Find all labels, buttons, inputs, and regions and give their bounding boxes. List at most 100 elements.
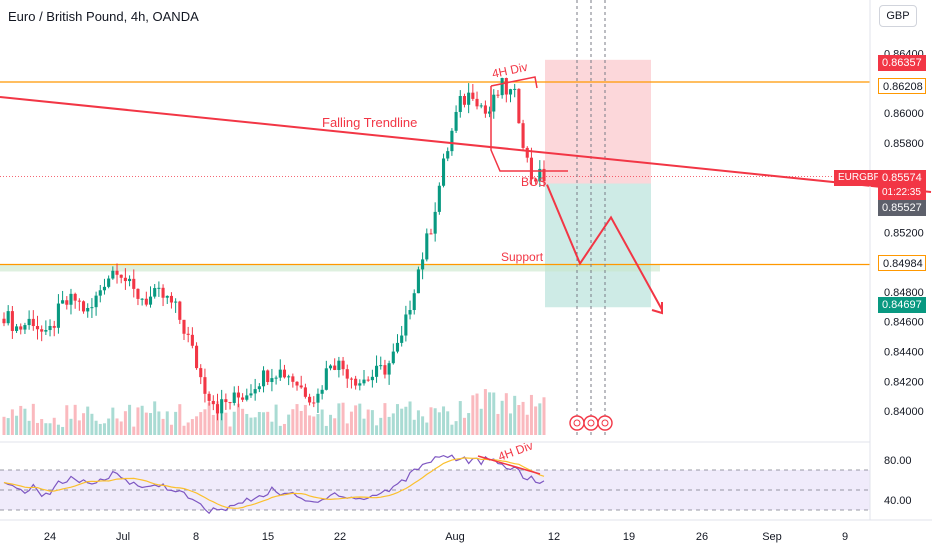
volume-bar — [82, 413, 86, 435]
projection-arrowhead — [651, 302, 663, 315]
volume-bar — [98, 423, 102, 435]
candle-body — [287, 376, 291, 378]
candle-body — [107, 278, 111, 287]
volume-bar — [462, 417, 466, 435]
candle-body — [232, 392, 236, 403]
candle-body — [320, 389, 324, 394]
volume-bar — [119, 421, 123, 435]
candle-body — [471, 92, 475, 99]
volume-bar — [220, 413, 224, 435]
price-tag-countdown: 01:22:35 — [878, 185, 926, 201]
candle-body — [119, 274, 123, 278]
candle-body — [199, 368, 203, 378]
candle-body — [274, 377, 278, 379]
volume-bar — [15, 415, 19, 435]
volume-bar — [362, 418, 366, 435]
rsi-divergence-line — [477, 455, 541, 475]
candle-body — [19, 326, 23, 330]
volume-bar — [115, 418, 119, 435]
price-tick-label: 0.84600 — [884, 317, 924, 329]
volume-bar — [525, 414, 529, 435]
volume-bar — [412, 419, 416, 435]
candle-body — [521, 123, 525, 148]
volume-bar — [404, 406, 408, 435]
volume-bar — [199, 412, 203, 435]
volume-bar — [299, 410, 303, 435]
candle-body — [48, 325, 52, 331]
horizontal-levels — [0, 81, 870, 272]
volume-bar — [40, 419, 44, 435]
volume-bar — [186, 422, 190, 435]
stop-zone — [545, 59, 651, 184]
volume-bar — [450, 424, 454, 435]
volume-bar — [211, 414, 215, 435]
candle-body — [241, 397, 245, 400]
candle-body — [349, 378, 353, 380]
volume-bar — [236, 403, 240, 435]
candle-body — [15, 326, 19, 331]
position-zones — [545, 59, 651, 308]
volume-bar — [538, 403, 542, 435]
candle-body — [303, 387, 307, 397]
volume-bar — [157, 411, 161, 435]
volume-bar — [383, 403, 387, 435]
candle-body — [337, 360, 341, 370]
volume-bar — [454, 421, 458, 435]
time-tick-label: 26 — [696, 531, 708, 543]
candle-body — [86, 307, 90, 312]
price-tag-crosshair: 0.85527 — [878, 200, 926, 216]
candle-body — [123, 277, 127, 282]
candle-body — [479, 105, 483, 107]
candle-body — [324, 368, 328, 390]
volume-bar — [48, 423, 52, 435]
price-tick-label: 0.84400 — [884, 347, 924, 359]
volume-bar — [379, 417, 383, 435]
volume-bar — [370, 410, 374, 435]
currency-button[interactable]: GBP — [879, 5, 917, 27]
candle-body — [437, 185, 441, 212]
rsi-tick-label: 80.00 — [884, 455, 912, 467]
candle-body — [207, 393, 211, 401]
candle-body — [295, 381, 299, 386]
candle-body — [379, 365, 383, 367]
volume-bar — [249, 417, 253, 435]
candle-body — [488, 111, 492, 114]
price-tag-support: 0.84984 — [878, 255, 926, 271]
volume-bar — [190, 419, 194, 435]
falling-trendline — [0, 96, 932, 193]
volume-bar — [44, 423, 48, 435]
candle-body — [433, 211, 437, 234]
candle-body — [316, 393, 320, 403]
candle-body — [35, 326, 40, 330]
volume-bar — [316, 414, 320, 435]
volume-bar — [349, 411, 353, 435]
candle-body — [215, 404, 220, 414]
candle-body — [245, 395, 249, 400]
candle-body — [391, 351, 395, 364]
volume-bar — [496, 413, 500, 435]
volume-bar — [509, 413, 513, 435]
candle-body — [483, 105, 487, 114]
price-tick-label: 0.84200 — [884, 376, 924, 388]
candle-body — [525, 147, 529, 158]
price-candles — [2, 77, 546, 421]
volume-bar — [513, 395, 517, 435]
candle-body — [416, 269, 420, 294]
volume-bar — [416, 410, 420, 435]
vertical-marker-lines — [569, 0, 613, 435]
volume-bar — [27, 420, 31, 435]
volume-bar — [257, 411, 261, 435]
volume-bar — [203, 409, 207, 435]
candle-body — [312, 402, 316, 404]
candle-body — [6, 311, 10, 324]
volume-bar — [140, 405, 144, 435]
candle-body — [81, 301, 86, 312]
annotation-bos: BOS — [521, 175, 546, 189]
candle-body — [211, 400, 215, 405]
price-tag-upper-zone: 0.86357 — [878, 55, 926, 71]
volume-bar — [149, 413, 153, 435]
volume-bar — [442, 406, 446, 435]
time-tick-label: Jul — [116, 531, 130, 543]
annotation-support: Support — [501, 250, 544, 264]
